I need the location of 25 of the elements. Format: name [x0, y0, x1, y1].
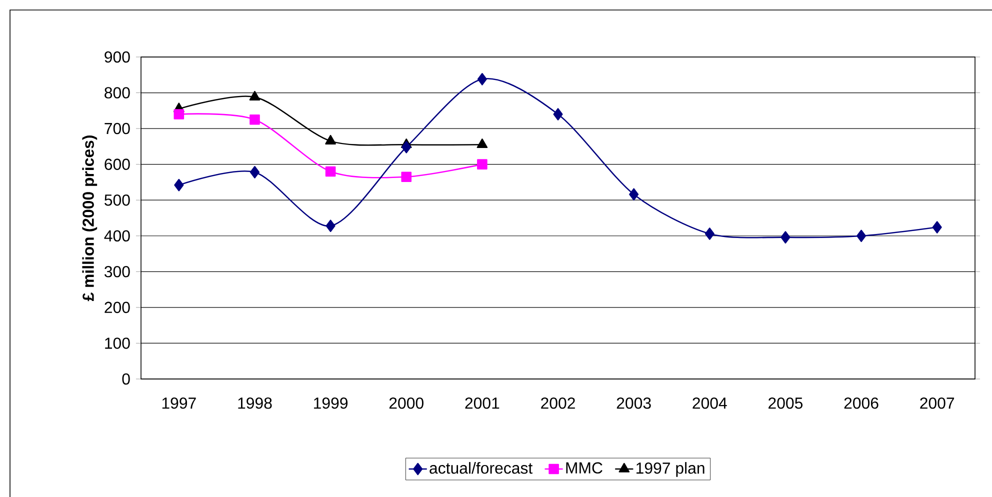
x-tick-label: 2004 [692, 398, 727, 409]
y-tick-label: 500 [104, 194, 130, 206]
legend-label: actual/forecast [430, 462, 533, 474]
x-tick-label: 1998 [238, 398, 272, 409]
y-tick-label: 900 [104, 51, 130, 63]
x-tick-label: 2005 [768, 398, 803, 409]
y-tick-label: 600 [104, 158, 130, 170]
x-tick-label: 2002 [541, 398, 575, 409]
y-tick-label: 0 [122, 373, 130, 385]
x-tick-label: 2000 [389, 398, 424, 409]
y-tick-label: 400 [104, 230, 130, 242]
y-tick-label: 200 [104, 302, 130, 314]
legend-label: MMC [566, 462, 602, 474]
x-tick-label: 2003 [616, 398, 651, 409]
x-tick-label: 1999 [314, 398, 348, 409]
x-tick-label: 1997 [162, 398, 196, 409]
x-tick-label: 2006 [844, 398, 878, 409]
x-tick-label: 2001 [465, 398, 500, 409]
y-tick-label: 100 [105, 338, 130, 349]
y-axis-title: £ million (2000 prices) [82, 136, 98, 302]
y-tick-label: 700 [104, 122, 130, 134]
y-tick-label: 300 [104, 266, 130, 278]
x-tick-label: 2007 [920, 398, 954, 409]
legend-label: 1997 plan [636, 462, 704, 477]
y-tick-label: 800 [104, 87, 130, 98]
